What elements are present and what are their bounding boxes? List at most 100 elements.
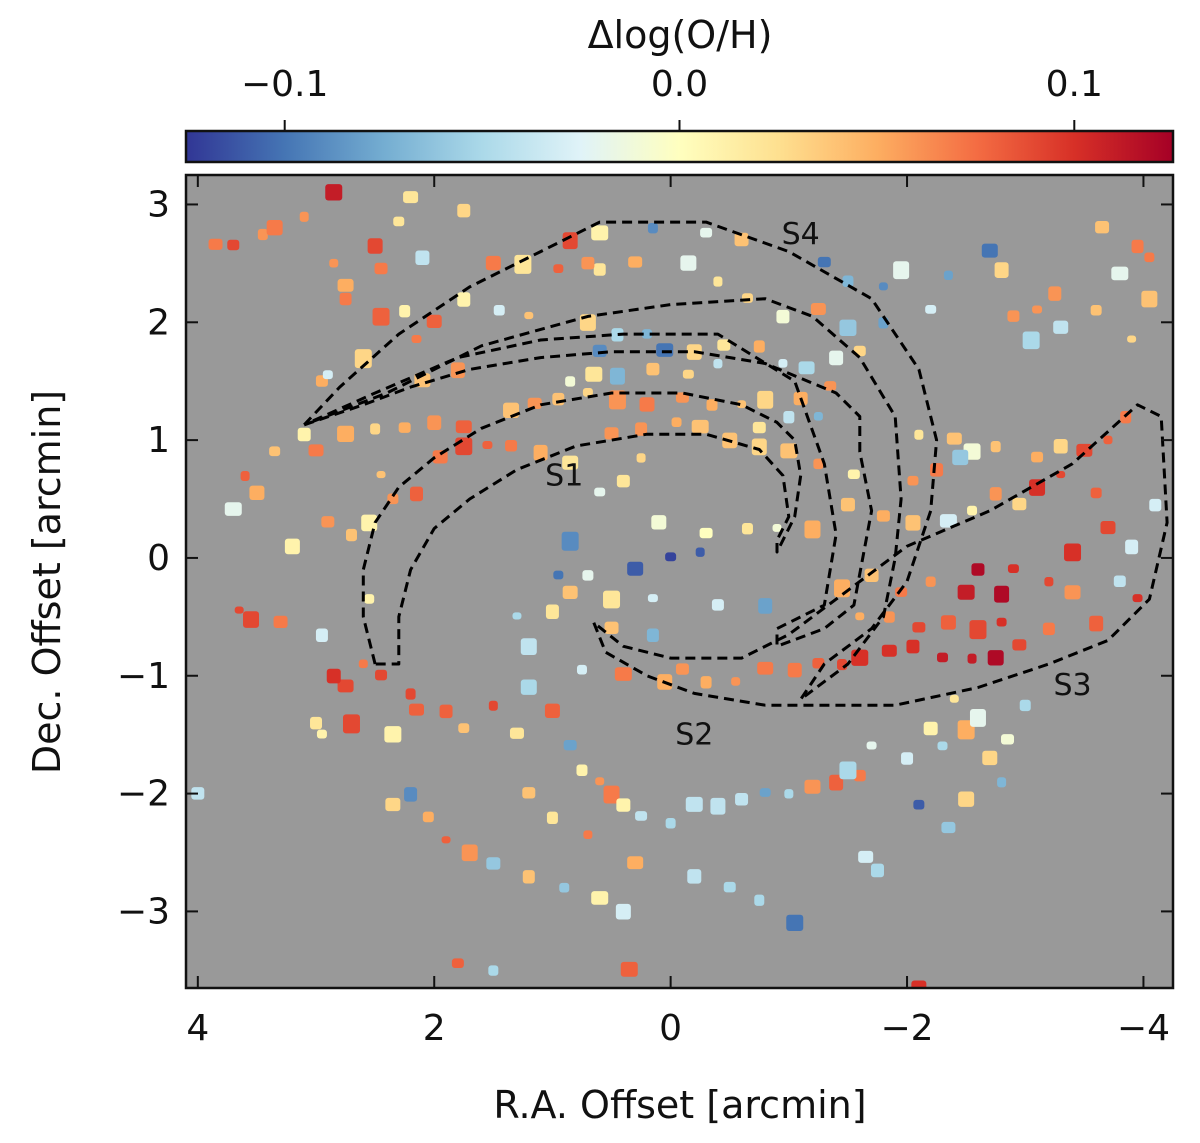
hii-region-point bbox=[533, 444, 548, 461]
hii-region-point bbox=[635, 811, 648, 821]
hii-region-point bbox=[614, 667, 632, 681]
hii-region-point bbox=[895, 587, 908, 597]
hii-region-point bbox=[905, 515, 921, 531]
hii-region-point bbox=[284, 538, 300, 555]
hii-region-point bbox=[316, 729, 327, 739]
hii-region-point bbox=[866, 741, 877, 750]
hii-region-point bbox=[628, 256, 643, 268]
hii-region-point bbox=[593, 263, 606, 276]
hii-region-point bbox=[759, 788, 771, 797]
hii-region-point bbox=[982, 750, 998, 766]
hii-region-point bbox=[680, 255, 697, 271]
hii-region-point bbox=[710, 797, 726, 815]
hii-region-point bbox=[488, 700, 498, 711]
hii-region-point bbox=[562, 585, 578, 599]
colorbar-tick-label: −0.1 bbox=[241, 64, 328, 105]
hii-region-point bbox=[804, 779, 821, 794]
hii-region-point bbox=[776, 309, 790, 324]
x-tick-label: 0 bbox=[659, 1008, 682, 1049]
hii-region-point bbox=[635, 422, 648, 436]
hii-region-point bbox=[946, 432, 962, 445]
hii-region-point bbox=[741, 522, 753, 535]
hii-region-point bbox=[937, 741, 948, 751]
hii-region-point bbox=[700, 676, 712, 689]
hii-region-point bbox=[981, 243, 998, 258]
hii-region-point bbox=[706, 399, 718, 411]
hii-region-point bbox=[455, 420, 472, 434]
hii-region-point bbox=[457, 292, 471, 307]
hii-region-point bbox=[925, 576, 936, 587]
hii-region-point bbox=[752, 421, 766, 434]
hii-region-point bbox=[639, 397, 655, 412]
hii-region-point bbox=[562, 232, 578, 250]
y-tick-label: 3 bbox=[147, 184, 170, 225]
hii-region-point bbox=[339, 292, 352, 306]
hii-region-point bbox=[337, 278, 354, 292]
hii-region-point bbox=[1149, 498, 1162, 512]
hii-region-point bbox=[544, 703, 560, 719]
hii-region-point bbox=[665, 818, 676, 829]
hii-regions bbox=[191, 184, 1173, 988]
hii-region-point bbox=[426, 314, 442, 328]
hii-region-point bbox=[1141, 290, 1158, 308]
hii-region-point bbox=[842, 275, 854, 287]
hii-region-point bbox=[1048, 286, 1062, 301]
hii-region-point bbox=[711, 599, 724, 611]
hii-region-point bbox=[969, 709, 986, 727]
hii-region-point bbox=[1064, 585, 1081, 600]
hii-region-point bbox=[647, 223, 658, 234]
hii-region-point bbox=[971, 563, 985, 576]
hii-region-point bbox=[990, 441, 1001, 453]
hii-region-point bbox=[758, 598, 773, 614]
hii-region-point bbox=[834, 579, 851, 598]
hii-region-point bbox=[780, 443, 798, 459]
y-axis-label: Dec. Offset [arcmin] bbox=[25, 390, 69, 774]
hii-region-point bbox=[520, 679, 537, 695]
hii-region-point bbox=[1007, 310, 1020, 322]
hii-region-point bbox=[784, 789, 794, 799]
hii-region-point bbox=[751, 438, 767, 456]
hii-region-point bbox=[847, 469, 860, 480]
hii-region-point bbox=[269, 446, 281, 457]
hii-region-point bbox=[326, 668, 341, 684]
hii-region-point bbox=[411, 334, 422, 343]
hii-region-point bbox=[829, 350, 844, 366]
hii-region-point bbox=[1032, 305, 1043, 314]
hii-region-point bbox=[322, 370, 333, 380]
hii-region-point bbox=[553, 570, 564, 580]
hii-region-point bbox=[243, 611, 260, 628]
hii-region-point bbox=[458, 723, 470, 733]
x-tick-label: −2 bbox=[881, 1008, 934, 1049]
hii-region-point bbox=[1113, 575, 1126, 588]
x-tick-label: −4 bbox=[1117, 1008, 1170, 1049]
hii-region-point bbox=[374, 262, 388, 275]
hii-region-point bbox=[691, 419, 709, 434]
spiral-arm-regions bbox=[303, 220, 1169, 707]
hii-region-point bbox=[387, 493, 399, 505]
hii-region-point bbox=[1100, 520, 1116, 535]
hii-region-point bbox=[901, 752, 914, 765]
hii-region-point bbox=[772, 523, 782, 532]
hii-region-point bbox=[337, 425, 355, 443]
y-tick-label: −1 bbox=[117, 656, 170, 697]
hii-region-point bbox=[457, 203, 471, 218]
hii-region-point bbox=[997, 777, 1007, 788]
hii-region-point bbox=[627, 856, 644, 870]
hii-region-point bbox=[949, 694, 959, 703]
hii-region-point bbox=[375, 669, 388, 681]
hii-region-point bbox=[1064, 543, 1082, 562]
hii-region-point bbox=[595, 777, 605, 786]
hii-region-point bbox=[734, 232, 749, 247]
hii-region-point bbox=[520, 638, 537, 655]
hii-region-point bbox=[996, 617, 1007, 627]
hii-region-point bbox=[829, 774, 844, 791]
hii-region-point bbox=[451, 958, 464, 969]
colorbar-label: Δlog(O/H) bbox=[588, 13, 773, 57]
hii-region-point bbox=[987, 650, 1004, 666]
hii-region-point bbox=[937, 652, 949, 663]
hii-region-point bbox=[925, 305, 937, 314]
hii-region-point bbox=[509, 727, 524, 739]
hii-region-point bbox=[603, 785, 620, 804]
hii-region-point bbox=[1125, 539, 1139, 555]
hii-region-point bbox=[604, 621, 619, 634]
